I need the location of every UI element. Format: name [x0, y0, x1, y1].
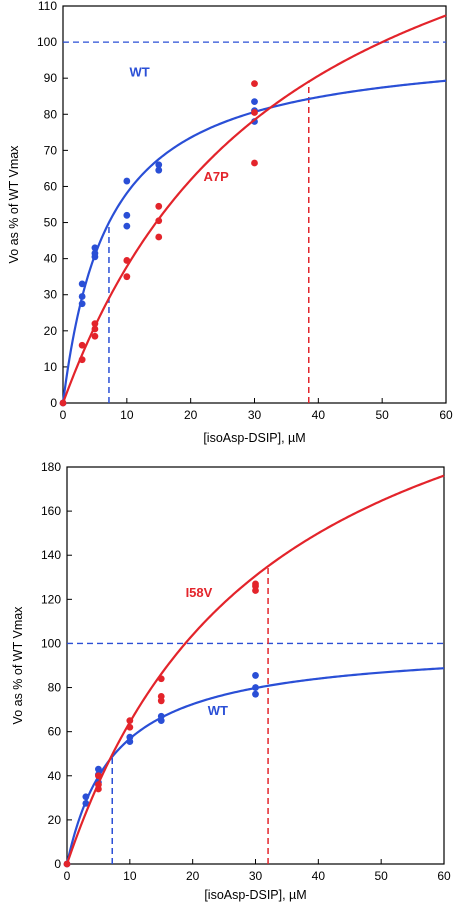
y-tick-label: 30	[44, 288, 58, 302]
data-point-i58v	[63, 860, 71, 868]
data-point-i58v	[126, 723, 134, 731]
series-label-wt: WT	[129, 64, 149, 79]
data-point-i58v	[157, 692, 165, 700]
data-point-i58v	[252, 580, 259, 588]
data-point-wt	[91, 244, 99, 252]
y-tick-label: 140	[41, 548, 61, 562]
y-tick-label: 90	[44, 71, 58, 85]
data-point-wt	[252, 672, 259, 679]
data-point-a7p	[91, 332, 99, 340]
data-point-a7p	[91, 325, 99, 333]
x-tick-label: 30	[248, 408, 262, 422]
data-point-a7p	[78, 341, 86, 349]
data-point-i58v	[95, 772, 102, 780]
y-axis-label: Vo as % of WT Vmax	[11, 606, 25, 725]
y-tick-label: 120	[41, 592, 61, 606]
y-tick-label: 80	[48, 681, 62, 695]
data-point-a7p	[155, 217, 163, 225]
data-point-a7p	[123, 273, 131, 281]
data-point-a7p	[251, 159, 258, 167]
y-tick-label: 10	[44, 360, 58, 374]
y-tick-label: 60	[44, 179, 58, 193]
x-tick-label: 40	[312, 408, 326, 422]
y-tick-label: 40	[44, 252, 58, 266]
data-point-wt	[251, 98, 258, 106]
x-axis-label: [isoAsp-DSIP], µM	[203, 431, 305, 445]
data-point-wt	[252, 684, 259, 691]
chart-2: 0 20 40 60 80 100 120 140 160 180 0 10 20 30 40 50 60 [is…	[11, 460, 451, 902]
y-tick-label: 50	[44, 216, 58, 230]
y-tick-label: 180	[41, 460, 61, 474]
data-point-i58v	[157, 675, 165, 683]
data-point-wt	[155, 166, 163, 174]
chart-1: 0 10 20 30 40 50 60 70 80 90 100 110 0 10 20 30 40 50 60 [i…	[7, 0, 453, 445]
data-point-wt	[157, 712, 165, 720]
y-tick-label: 80	[44, 107, 58, 121]
fit-curve-wt	[61, 79, 447, 404]
x-tick-label: 60	[437, 869, 451, 883]
data-point-wt	[155, 161, 163, 169]
y-tick-label: 70	[44, 143, 58, 157]
y-tick-label: 0	[54, 857, 61, 871]
x-tick-label: 30	[249, 869, 263, 883]
y-tick-label: 100	[37, 35, 57, 49]
x-tick-label: 20	[186, 869, 200, 883]
x-tick-label: 40	[312, 869, 326, 883]
y-axis-label: Vo as % of WT Vmax	[7, 145, 21, 264]
x-tick-label: 10	[123, 869, 137, 883]
x-axis-label: [isoAsp-DSIP], µM	[204, 888, 306, 902]
data-point-wt	[126, 733, 134, 741]
data-point-wt	[123, 177, 131, 185]
x-tick-label: 0	[64, 869, 71, 883]
data-point-wt	[78, 293, 86, 300]
fit-curve-wt	[65, 667, 445, 865]
data-point-wt	[82, 793, 90, 801]
y-tick-label: 160	[41, 504, 61, 518]
data-point-wt	[78, 300, 86, 308]
data-point-wt	[78, 280, 86, 288]
data-point-i58v	[95, 781, 102, 788]
y-tick-label: 110	[38, 0, 57, 13]
data-point-a7p	[78, 356, 86, 364]
y-tick-label: 60	[48, 725, 62, 739]
y-tick-label: 20	[44, 324, 58, 338]
x-tick-label: 20	[184, 408, 198, 422]
plot-frame	[66, 466, 445, 865]
data-point-wt	[123, 211, 131, 219]
data-point-a7p	[155, 202, 163, 210]
x-tick-label: 10	[120, 408, 134, 422]
data-point-a7p	[155, 233, 163, 241]
series-label-a7p: A7P	[204, 169, 230, 184]
data-point-a7p	[59, 399, 67, 407]
data-point-wt	[123, 222, 131, 230]
series-label-wt: WT	[208, 703, 228, 718]
data-point-wt	[95, 765, 102, 773]
data-point-wt	[252, 690, 259, 698]
data-point-a7p	[91, 320, 99, 327]
data-point-a7p	[251, 109, 258, 116]
x-tick-label: 0	[60, 408, 67, 422]
x-tick-label: 60	[439, 408, 453, 422]
y-tick-label: 100	[41, 636, 61, 650]
y-tick-label: 0	[50, 396, 57, 410]
series-label-i58v: I58V	[186, 585, 213, 600]
x-tick-label: 50	[374, 869, 388, 883]
data-point-i58v	[126, 717, 134, 725]
x-tick-label: 50	[375, 408, 389, 422]
fit-curve-a7p	[61, 14, 447, 404]
data-point-wt	[82, 799, 90, 807]
y-tick-label: 40	[48, 769, 62, 783]
data-point-a7p	[123, 257, 131, 264]
data-point-wt	[91, 249, 99, 257]
fit-curve-i58v	[65, 474, 445, 865]
data-point-a7p	[251, 80, 258, 87]
y-tick-label: 20	[48, 813, 62, 827]
